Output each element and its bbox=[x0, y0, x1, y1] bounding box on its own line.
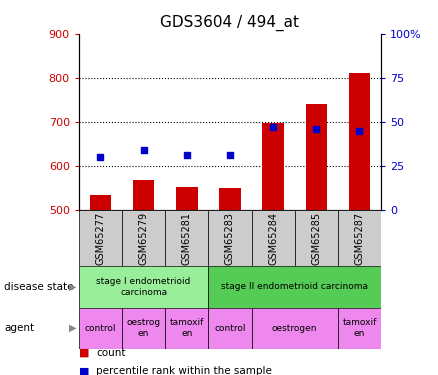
Bar bbox=[79, 266, 208, 308]
Bar bbox=[251, 308, 338, 349]
Point bbox=[270, 124, 277, 130]
Point bbox=[356, 128, 363, 134]
Bar bbox=[295, 210, 338, 266]
Bar bbox=[176, 187, 198, 210]
Bar bbox=[262, 123, 284, 210]
Bar bbox=[79, 308, 122, 349]
Text: ▶: ▶ bbox=[68, 282, 76, 292]
Text: tamoxif
en: tamoxif en bbox=[170, 318, 204, 338]
Bar bbox=[165, 308, 208, 349]
Text: ■: ■ bbox=[79, 348, 89, 357]
Text: percentile rank within the sample: percentile rank within the sample bbox=[96, 366, 272, 375]
Bar bbox=[90, 195, 111, 210]
Text: ■: ■ bbox=[79, 366, 89, 375]
Bar bbox=[219, 188, 241, 210]
Point bbox=[313, 126, 320, 132]
Text: agent: agent bbox=[4, 323, 35, 333]
Point bbox=[183, 152, 190, 158]
Text: count: count bbox=[96, 348, 126, 357]
Text: GSM65281: GSM65281 bbox=[182, 211, 192, 265]
Bar bbox=[165, 210, 208, 266]
Text: oestrogen: oestrogen bbox=[272, 324, 318, 333]
Text: GSM65285: GSM65285 bbox=[311, 211, 321, 265]
Text: stage II endometrioid carcinoma: stage II endometrioid carcinoma bbox=[221, 282, 368, 291]
Bar bbox=[208, 210, 251, 266]
Text: GSM65284: GSM65284 bbox=[268, 211, 278, 265]
Text: GSM65283: GSM65283 bbox=[225, 211, 235, 265]
Text: GSM65277: GSM65277 bbox=[95, 211, 106, 265]
Bar bbox=[208, 308, 251, 349]
Bar bbox=[79, 210, 122, 266]
Point bbox=[140, 147, 147, 153]
Title: GDS3604 / 494_at: GDS3604 / 494_at bbox=[160, 15, 300, 31]
Bar bbox=[133, 180, 154, 210]
Text: control: control bbox=[214, 324, 246, 333]
Point bbox=[226, 152, 233, 158]
Bar bbox=[122, 308, 165, 349]
Text: disease state: disease state bbox=[4, 282, 74, 292]
Point bbox=[97, 154, 104, 160]
Bar bbox=[349, 72, 370, 210]
Text: GSM65279: GSM65279 bbox=[138, 211, 148, 265]
Text: GSM65287: GSM65287 bbox=[354, 211, 364, 265]
Bar bbox=[208, 266, 381, 308]
Text: tamoxif
en: tamoxif en bbox=[342, 318, 377, 338]
Text: control: control bbox=[85, 324, 116, 333]
Text: oestrog
en: oestrog en bbox=[127, 318, 161, 338]
Bar bbox=[251, 210, 295, 266]
Text: stage I endometrioid
carcinoma: stage I endometrioid carcinoma bbox=[96, 277, 191, 297]
Bar bbox=[338, 210, 381, 266]
Bar bbox=[122, 210, 165, 266]
Bar bbox=[305, 104, 327, 210]
Text: ▶: ▶ bbox=[68, 323, 76, 333]
Bar bbox=[338, 308, 381, 349]
